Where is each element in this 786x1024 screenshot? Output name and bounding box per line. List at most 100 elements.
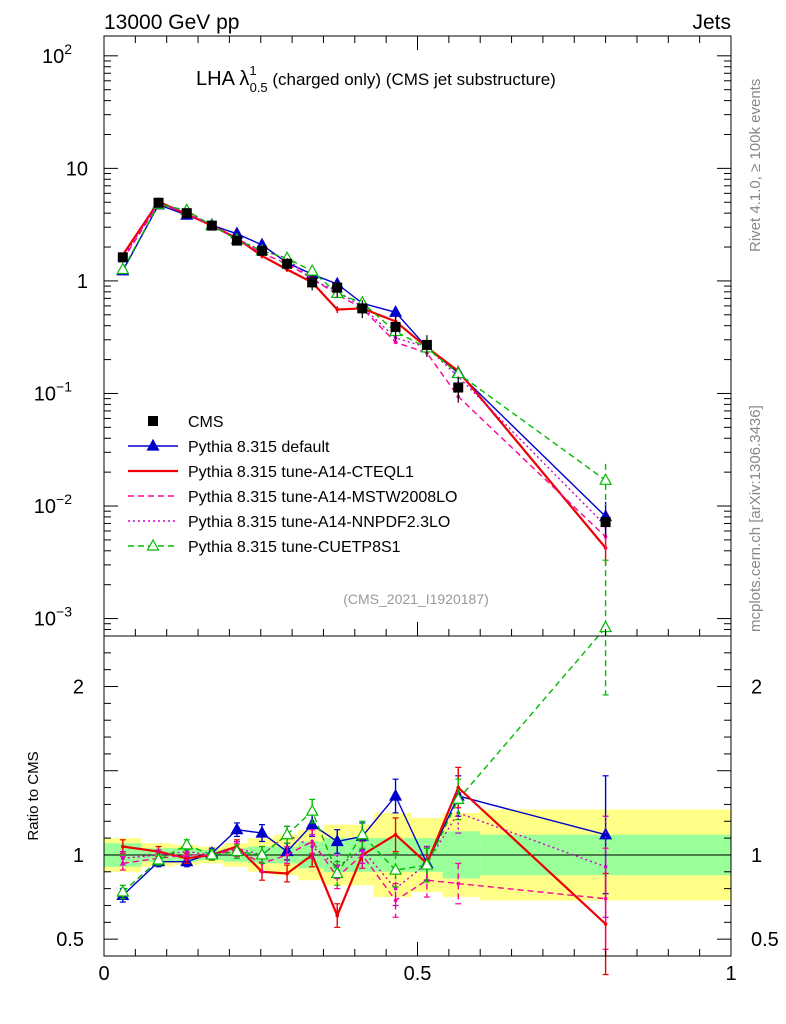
side-text-top: Rivet 4.1.0, ≥ 100k events	[747, 79, 764, 252]
x-axis-ticks: 0 0.5 1	[98, 36, 737, 985]
ratio-frame	[103, 635, 732, 957]
ratio-panel: 0.5 0.5 1 1 2 2 Ratio to CMS 0 0.5 1	[25, 36, 779, 985]
ratio-point	[184, 853, 189, 857]
main-y-tick-base: 10	[34, 383, 56, 405]
ratio-point	[420, 857, 434, 870]
main-y-tick-label: 1	[77, 271, 88, 293]
legend-label: Pythia 8.315 tune-CUETP8S1	[188, 539, 401, 556]
ratio-point	[393, 886, 398, 891]
ratio-point	[230, 822, 244, 835]
ratio-point	[456, 881, 461, 886]
ratio-point	[285, 853, 289, 857]
ratio-point	[230, 844, 244, 857]
title-main: LHA λ	[196, 68, 249, 90]
main-series-line	[122, 202, 607, 538]
ratio-point	[184, 856, 189, 861]
ratio-point	[121, 844, 125, 849]
ratio-point	[116, 884, 130, 897]
ratio-point	[255, 847, 269, 860]
ratio-y-tick-label-right: 1	[751, 845, 762, 867]
cms-point	[390, 321, 401, 332]
ratio-point	[330, 866, 344, 879]
ratio-point	[152, 852, 166, 865]
main-point	[305, 263, 319, 276]
ratio-point	[335, 913, 340, 918]
ratio-point	[360, 848, 365, 852]
legend-label: Pythia 8.315 tune-A14-CTEQL1	[188, 464, 414, 481]
ratio-point	[330, 834, 344, 847]
ratio-series	[116, 559, 613, 976]
x-tick-label: 0	[98, 963, 109, 985]
ratio-point	[599, 827, 613, 840]
legend: CMS Pythia 8.315 default Pythia 8.315 tune…	[128, 414, 457, 556]
x-tick-label: 1	[725, 963, 736, 985]
ratio-series-line	[122, 840, 606, 902]
ratio-y-tick-label-left: 0.5	[56, 929, 84, 951]
cms-point	[282, 258, 293, 269]
ratio-point	[603, 864, 608, 869]
ratio-point	[310, 844, 314, 849]
main-y-tick-base: 10	[34, 609, 56, 631]
ratio-axis-ticks: 0.5 0.5 1 1 2 2	[56, 635, 779, 957]
main-y-tick-exponent: −3	[56, 604, 72, 620]
main-y-tick-exponent: −2	[56, 491, 72, 507]
main-series	[116, 196, 613, 566]
main-y-tick-exponent: 2	[64, 41, 72, 57]
ratio-point	[389, 862, 403, 875]
main-y-tick-base: 1	[77, 271, 88, 293]
ratio-point	[305, 803, 319, 816]
cms-point	[257, 245, 268, 256]
main-y-tick-base: 10	[66, 158, 88, 180]
main-point	[599, 473, 613, 485]
cms-point	[117, 252, 128, 263]
ratio-ylabel: Ratio to CMS	[25, 751, 42, 840]
main-y-tick-base: 10	[34, 496, 56, 518]
ratio-series-line	[122, 785, 607, 925]
plot-title: LHA λ1 0.5 (charged only) (CMS jet substr…	[196, 63, 556, 95]
main-point	[335, 307, 340, 312]
main-y-tick-label: 10−3	[34, 604, 72, 631]
main-y-tick-label: 10	[66, 158, 88, 180]
ratio-point	[180, 837, 194, 850]
main-y-tick-label: 10−1	[34, 378, 72, 405]
main-y-tick-exponent: −1	[56, 378, 72, 394]
cms-point	[421, 339, 432, 350]
ratio-point	[184, 849, 189, 854]
ratio-point	[603, 896, 608, 901]
legend-marker-triangle	[146, 438, 160, 451]
main-y-tick-label: 102	[42, 41, 72, 68]
legend-marker-square	[148, 416, 158, 426]
ratio-point	[255, 825, 269, 838]
cms-point	[231, 235, 242, 246]
cms-point	[332, 282, 343, 293]
ratio-y-tick-label-left: 2	[73, 677, 84, 699]
ratio-y-tick-label-right: 2	[751, 677, 762, 699]
legend-label: CMS	[188, 414, 224, 431]
legend-label: Pythia 8.315 tune-A14-NNPDF2.3LO	[188, 514, 450, 531]
main-y-tick-base: 10	[42, 46, 64, 68]
cms-point	[307, 277, 318, 288]
ratio-point	[280, 827, 294, 840]
cms-point	[206, 220, 217, 231]
cms-point	[357, 303, 368, 314]
side-text-bottom: mcplots.cern.ch [arXiv:1306.3436]	[747, 405, 764, 632]
ratio-point	[305, 817, 319, 830]
ratio-y-tick-label-left: 1	[73, 845, 84, 867]
ratio-point	[360, 853, 365, 857]
analysis-tag: (CMS_2021_I1920187)	[343, 591, 489, 607]
ratio-point	[205, 847, 219, 860]
ratio-point	[456, 785, 461, 790]
legend-label: Pythia 8.315 default	[188, 439, 330, 456]
cms-point	[453, 382, 464, 393]
main-point	[393, 340, 398, 345]
ratio-point	[389, 788, 403, 801]
ratio-point	[451, 792, 465, 804]
ratio-point	[355, 827, 369, 840]
legend-marker-triangle	[146, 538, 160, 551]
ratio-point	[285, 871, 289, 876]
ratio-point	[121, 856, 125, 861]
title-sub: 0.5	[250, 80, 268, 95]
